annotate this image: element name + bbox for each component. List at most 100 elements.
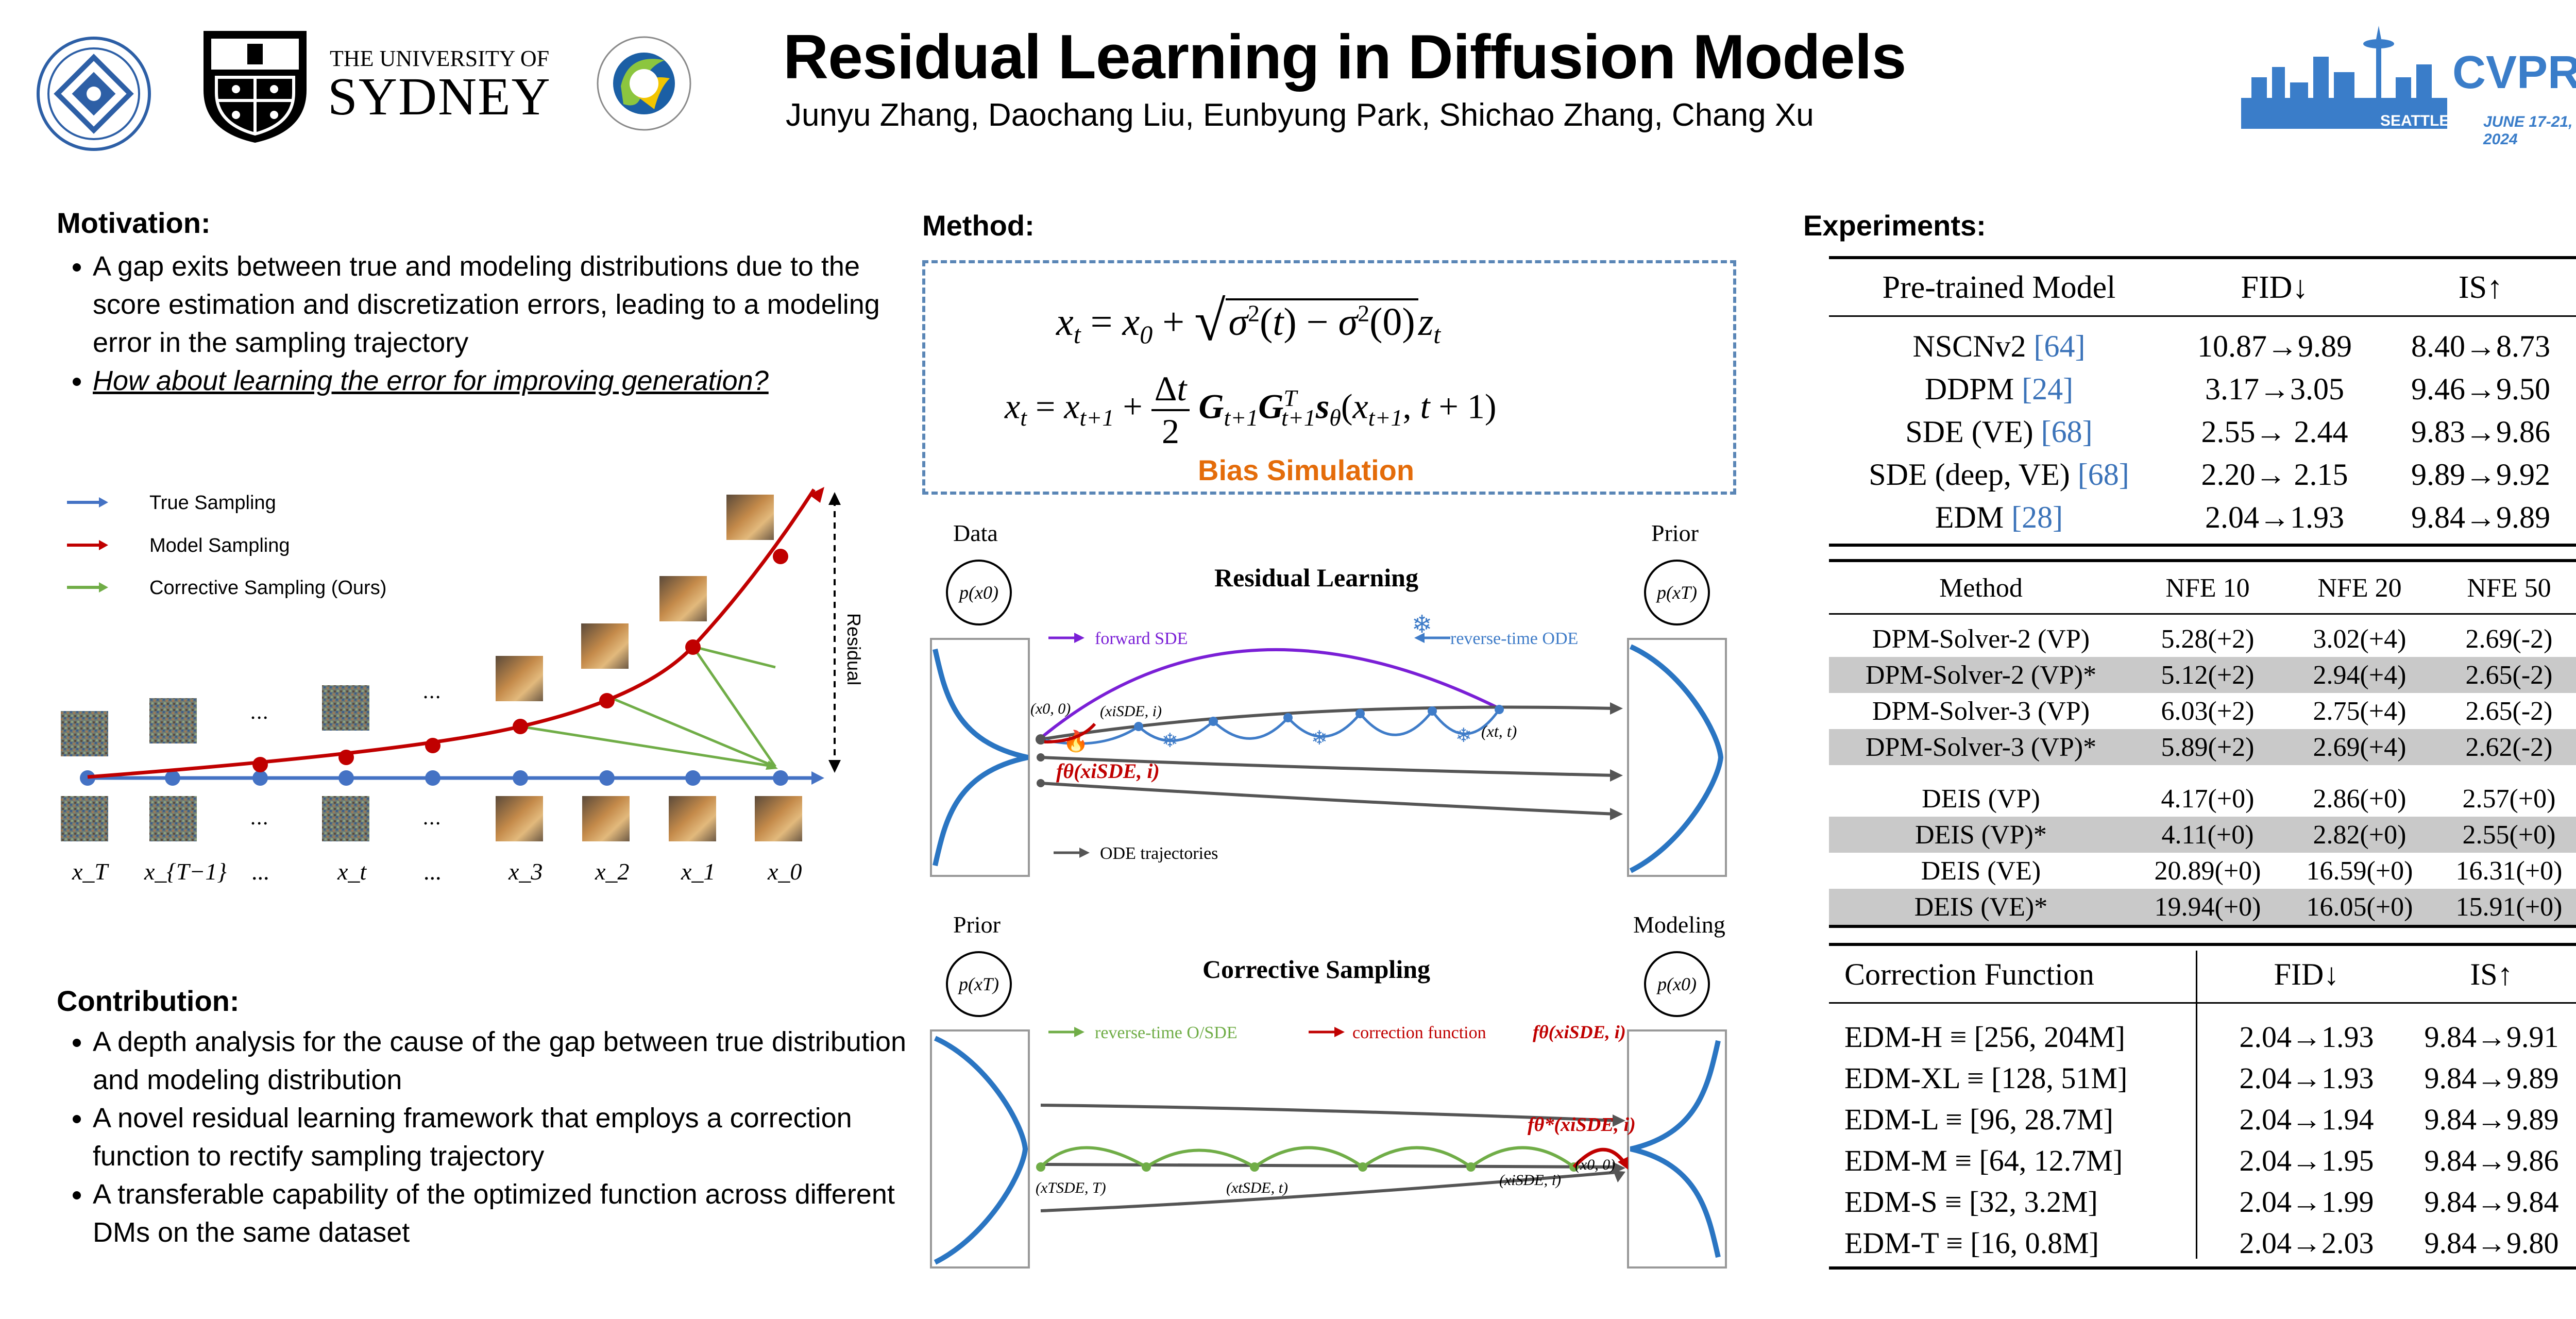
table2-top-rule	[1829, 559, 2576, 562]
noise-image	[149, 698, 197, 743]
equation-reverse: xt = xt+1 + Δt 2 Gt+1GTt+1sθ(xt+1, t + 1)	[1005, 369, 1497, 451]
data-label: Data	[953, 520, 998, 546]
xlabel: x_{T−1}	[144, 858, 227, 885]
table-row: SDE (VE) [68] 2.55→ 2.44 9.83→9.86	[1905, 415, 2550, 449]
snowflake-icon: ❄	[1455, 724, 1472, 747]
dog-image	[659, 576, 707, 621]
dog-image	[496, 656, 543, 701]
noise-image	[149, 796, 197, 841]
noise-image	[61, 711, 108, 756]
noise-image	[61, 796, 108, 841]
method-heading: Method:	[922, 209, 1035, 242]
trajectory-x-labels: x_T x_{T−1} ... x_t ... x_3 x_2 x_1 x_0	[52, 858, 886, 899]
method-equation-box	[922, 260, 1736, 495]
motivation-bullet: A gap exits between true and modeling di…	[93, 247, 927, 362]
xi-label: (xiSDE, i)	[1100, 703, 1162, 720]
noise-image	[322, 796, 369, 841]
x0-0-label: (x0, 0)	[1030, 700, 1071, 717]
table1-bottom-rule	[1829, 544, 2576, 547]
table-row: DPM-Solver-2 (VP) 5.28(+2) 3.02(+4) 2.69(-2…	[1872, 624, 2553, 654]
p-x0-label: p(x0)	[1656, 974, 1697, 994]
xlabel: x_0	[768, 858, 802, 885]
legend-model-label: Model Sampling	[149, 535, 290, 556]
table-row: DPM-Solver-2 (VP)* 5.12(+2) 2.94(+4) 2.65(-…	[1829, 657, 2576, 693]
corrective-sampling-figure: Prior Modeling p(xT) p(x0) Corrective Sa…	[930, 911, 1727, 1269]
p-xT-label: p(xT)	[957, 974, 999, 994]
motivation-list: A gap exits between true and modeling di…	[57, 247, 927, 400]
xT-label: (xTSDE, T)	[1036, 1179, 1106, 1196]
residual-label: Residual	[843, 613, 865, 685]
table-row: DEIS (VP)* 4.11(+0) 2.82(+0) 2.55(+0)	[1829, 817, 2576, 853]
sydney-line2: SYDNEY	[328, 67, 551, 126]
xt-label: (xt, t)	[1481, 722, 1517, 740]
xlabel: x_T	[72, 858, 108, 885]
dots: ...	[250, 701, 268, 723]
legend-true-label: True Sampling	[149, 492, 276, 514]
table-row: EDM-XL ≡ [128, 51M] 2.04→1.93 9.84→9.89	[1844, 1061, 2559, 1095]
correction-function-symbol: fθ(xiSDE, i)	[1533, 1022, 1626, 1042]
snowflake-icon: ❄	[1311, 726, 1328, 749]
table2-header: Method	[1939, 573, 2023, 603]
table2-header: NFE 10	[2165, 573, 2250, 603]
table3-top-rule	[1829, 943, 2576, 946]
contribution-heading: Contribution:	[57, 985, 240, 1017]
xlabel: x_1	[681, 858, 716, 885]
experiments-heading: Experiments:	[1803, 209, 1986, 242]
dog-image	[726, 495, 774, 540]
prior-label: Prior	[1651, 520, 1699, 546]
table2-header: NFE 50	[2467, 573, 2551, 603]
dog-image	[496, 796, 543, 841]
table-row: DEIS (VE) 20.89(+0) 16.59(+0) 16.31(+0)	[1921, 856, 2563, 886]
legend-corrective-label: Corrective Sampling (Ours)	[149, 577, 386, 599]
table-row: DEIS (VE)* 19.94(+0) 16.05(+0) 15.91(+0)	[1829, 889, 2576, 925]
contribution-bullet: A transferable capability of the optimiz…	[93, 1175, 927, 1252]
table-row: DDPM [24] 3.17→3.05 9.46→9.50	[1924, 372, 2550, 406]
noise-image	[322, 685, 369, 731]
cvpr-text: CVPR	[2452, 47, 2576, 98]
table2-mid-rule	[1829, 613, 2576, 615]
table3-header: IS↑	[2470, 957, 2513, 991]
forward-sde-label: forward SDE	[1095, 629, 1188, 648]
dog-image	[755, 796, 802, 841]
xlabel: x_3	[509, 858, 543, 885]
table-row: DEIS (VP) 4.17(+0) 2.86(+0) 2.57(+0)	[1922, 784, 2556, 814]
table3-vertical-rule	[2196, 951, 2197, 1259]
table3-header: Correction Function	[1844, 957, 2094, 991]
dots: ...	[422, 680, 441, 703]
table1-header: IS↑	[2458, 269, 2503, 305]
snowflake-icon: ❄	[1412, 610, 1432, 639]
contribution-bullet: A depth analysis for the cause of the ga…	[93, 1023, 927, 1099]
cvpr-place: SEATTLE, WA	[2380, 112, 2483, 129]
csu-logo	[36, 36, 152, 152]
table2-bottom-rule	[1829, 925, 2576, 928]
motivation-bullet: How about learning the error for improvi…	[93, 362, 927, 400]
pretrained-model-table: Pre-trained Model FID↓ IS↑ NSCNv2 [64] 10…	[1829, 259, 2576, 539]
p-xT-label: p(xT)	[1655, 582, 1697, 603]
table1-top-rule	[1829, 256, 2576, 259]
xlabel: ...	[423, 858, 442, 885]
contribution-bullet: A novel residual learning framework that…	[93, 1099, 927, 1175]
table3-header: FID↓	[2274, 957, 2340, 991]
contribution-list: A depth analysis for the cause of the ga…	[57, 1023, 927, 1252]
table1-header: FID↓	[2241, 269, 2309, 305]
table1-header: Pre-trained Model	[1882, 269, 2116, 305]
table-row: SDE (deep, VE) [68] 2.20→ 2.15 9.89→9.92	[1869, 458, 2550, 492]
table3-mid-rule	[1829, 1002, 2576, 1004]
solver-comparison-table: Method NFE 10 NFE 20 NFE 50 DPM-Solver-2…	[1829, 562, 2576, 925]
corrective-sampling-title: Corrective Sampling	[1202, 955, 1430, 984]
table1-mid-rule	[1829, 315, 2576, 317]
correction-function-label: correction function	[1352, 1023, 1486, 1042]
xt-label: (xtSDE, t)	[1226, 1179, 1288, 1196]
motivation-heading: Motivation:	[57, 207, 211, 239]
table-row: EDM-M ≡ [64, 12.7M] 2.04→1.95 9.84→9.86	[1844, 1143, 2559, 1177]
cvpr-logo: CVPR SEATTLE, WA JUNE 17-21, 2024	[2241, 26, 2576, 148]
table-row: DPM-Solver-3 (VP) 6.03(+2) 2.75(+4) 2.65(-2…	[1872, 696, 2553, 726]
skku-logo	[592, 32, 696, 140]
snowflake-icon: ❄	[1162, 729, 1178, 752]
xlabel: ...	[251, 858, 269, 885]
table3-bottom-rule	[1829, 1266, 2576, 1270]
p-x0-label: p(x0)	[958, 582, 998, 603]
table-row: DPM-Solver-3 (VP)* 5.89(+2) 2.69(+4) 2.62(-…	[1829, 729, 2576, 765]
cvpr-date: JUNE 17-21, 2024	[2483, 113, 2573, 148]
table-row: EDM-S ≡ [32, 3.2M] 2.04→1.99 9.84→9.84	[1844, 1185, 2559, 1219]
